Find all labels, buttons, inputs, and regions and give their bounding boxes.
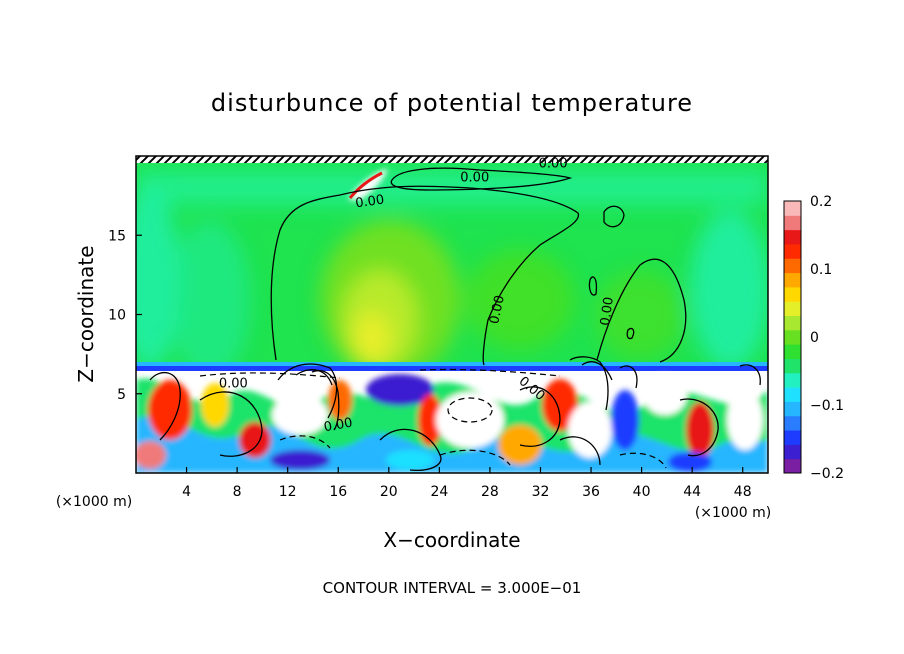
y-tick-label: 15	[108, 228, 126, 244]
x-tick-label: 40	[633, 484, 651, 500]
colorbar-swatch	[784, 401, 801, 417]
colorbar-swatch	[784, 315, 801, 331]
colorbar-tick-label: 0.1	[810, 262, 832, 278]
x-tick-label: 36	[582, 484, 600, 500]
colorbar-swatch	[784, 444, 801, 460]
contour-label: 0.00	[460, 171, 489, 186]
colorbar-swatch	[784, 430, 801, 445]
colorbar-swatch	[784, 301, 801, 317]
colorbar-swatch	[784, 387, 801, 402]
y-axis: 5 10 15	[108, 228, 142, 403]
colorbar-swatch	[784, 272, 801, 288]
colorbar-swatch	[784, 344, 801, 359]
contour-label: 0.00	[487, 294, 508, 325]
x-tick-label: 8	[233, 484, 242, 500]
contour-interval: CONTOUR INTERVAL = 3.000E−01	[323, 579, 582, 597]
colorbar-swatch	[784, 415, 801, 431]
chart-title: disturbunce of potential temperature	[211, 89, 693, 117]
colorbar-swatch	[784, 329, 801, 345]
contour-label: 0.00	[219, 377, 248, 392]
x-axis: 4 8 12 16 20 24 28 32 36 40 44 48	[182, 467, 752, 500]
contour-label: 0.00	[598, 296, 617, 327]
colorbar-swatch	[784, 458, 801, 474]
contour-label: 0.00	[323, 416, 354, 436]
colorbar-swatch	[784, 258, 801, 274]
y-tick-label: 5	[117, 387, 126, 403]
colorbar-tick-label: −0.1	[810, 398, 844, 414]
colorbar-swatch	[784, 358, 801, 374]
x-tick-label: 4	[182, 484, 191, 500]
x-axis-label: X−coordinate	[383, 528, 520, 552]
colorbar-swatch	[784, 372, 801, 388]
x-tick-label: 28	[481, 484, 499, 500]
colorbar-swatch	[784, 286, 801, 302]
colorbar-tick-label: −0.2	[810, 466, 844, 482]
colorbar-swatch	[784, 215, 801, 231]
colorbar	[783, 200, 802, 474]
x-axis-unit: (×1000 m)	[56, 494, 132, 510]
colorbar-frame	[783, 200, 802, 474]
contour-label: 0.00	[539, 156, 568, 171]
colorbar-swatch	[784, 201, 801, 216]
colorbar-swatch	[784, 243, 801, 259]
colorbar-swatch	[784, 229, 801, 245]
colorbar-tick-label: 0	[810, 330, 819, 346]
y-tick-label: 10	[108, 308, 126, 324]
x-tick-label: 12	[279, 484, 297, 500]
contour-label: 0.00	[354, 193, 385, 212]
x-tick-label: 44	[683, 484, 701, 500]
x-axis-unit-right: (×1000 m)	[695, 505, 771, 521]
y-axis-label: Z−coordinate	[74, 245, 98, 382]
x-tick-label: 32	[532, 484, 550, 500]
colorbar-ticks: 0.2 0.1 0 −0.1 −0.2	[810, 194, 844, 482]
x-tick-label: 16	[329, 484, 347, 500]
heatmap-field	[136, 156, 768, 473]
x-tick-label: 24	[430, 484, 448, 500]
contour-lines	[149, 167, 761, 471]
x-tick-label: 48	[734, 484, 752, 500]
colorbar-tick-label: 0.2	[810, 194, 832, 210]
x-tick-label: 20	[380, 484, 398, 500]
